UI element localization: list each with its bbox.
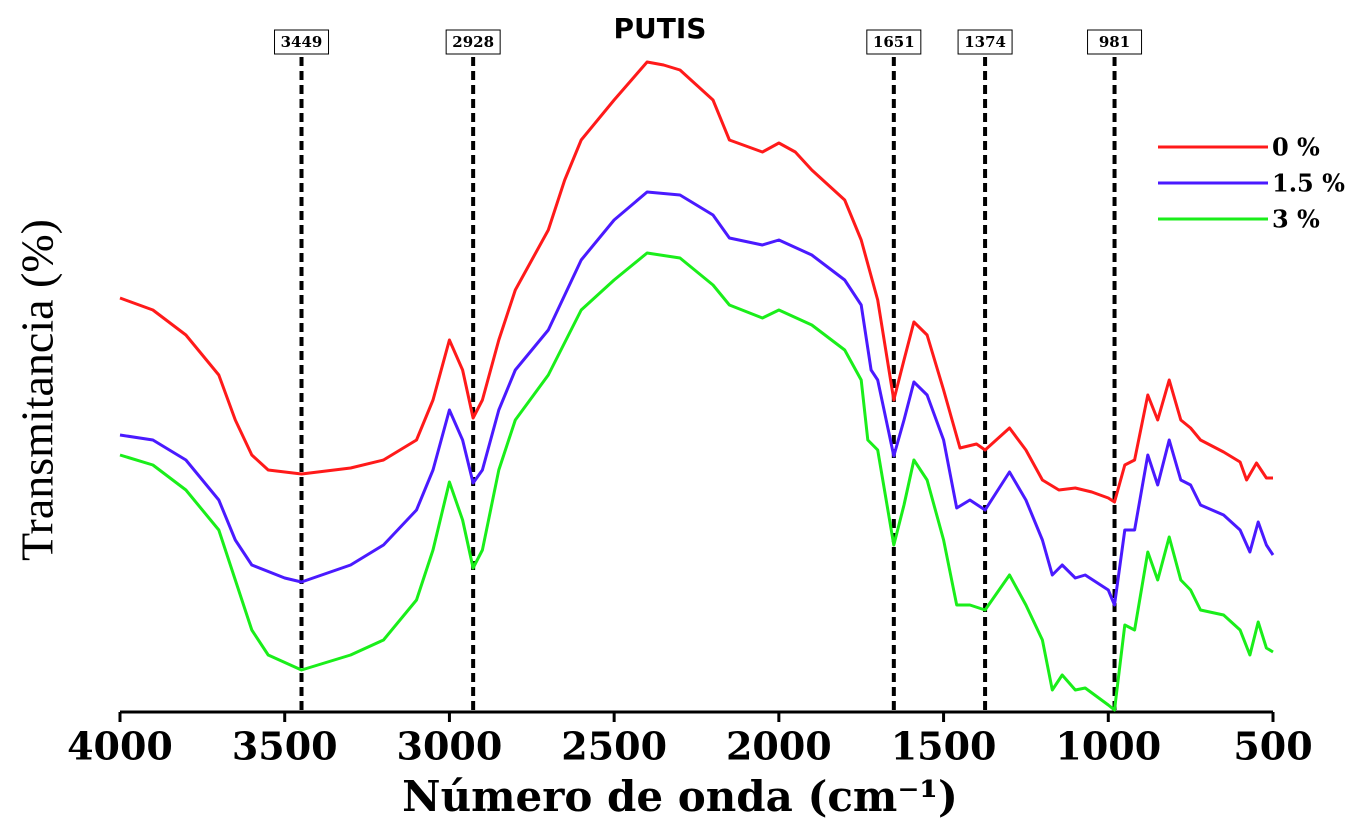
chart-title: PUTIS	[614, 12, 707, 45]
x-tick-label: 4000	[67, 724, 173, 769]
legend-label: 3 %	[1272, 205, 1320, 234]
x-tick-label: 2500	[561, 724, 667, 769]
y-axis-label: Transmitancia (%)	[12, 219, 63, 561]
annotation-label: 3449	[281, 33, 323, 51]
x-tick-label: 1000	[1055, 724, 1161, 769]
x-axis-label: Número de onda (cm⁻¹)	[402, 772, 958, 821]
annotation-box	[957, 29, 1013, 55]
x-tick-label: 3500	[232, 724, 338, 769]
annotation-box	[1087, 29, 1143, 55]
annotation-label: 1374	[964, 33, 1006, 51]
x-tick-label: 3000	[397, 724, 503, 769]
annotation-label: 981	[1099, 33, 1130, 51]
annotation-label: 1651	[873, 33, 915, 51]
x-tick-label: 2000	[726, 724, 832, 769]
annotation-label: 2928	[452, 33, 494, 51]
line-series	[119, 251, 1274, 712]
legend-label: 1.5 %	[1272, 169, 1345, 198]
annotation-box	[274, 29, 330, 55]
line-series	[119, 60, 1273, 504]
annotation-box	[445, 29, 501, 55]
x-tick-label: 1500	[891, 724, 997, 769]
line-series	[119, 190, 1275, 607]
annotation-box	[866, 29, 922, 55]
x-tick-label: 500	[1233, 724, 1312, 769]
legend-label: 0 %	[1272, 133, 1320, 162]
